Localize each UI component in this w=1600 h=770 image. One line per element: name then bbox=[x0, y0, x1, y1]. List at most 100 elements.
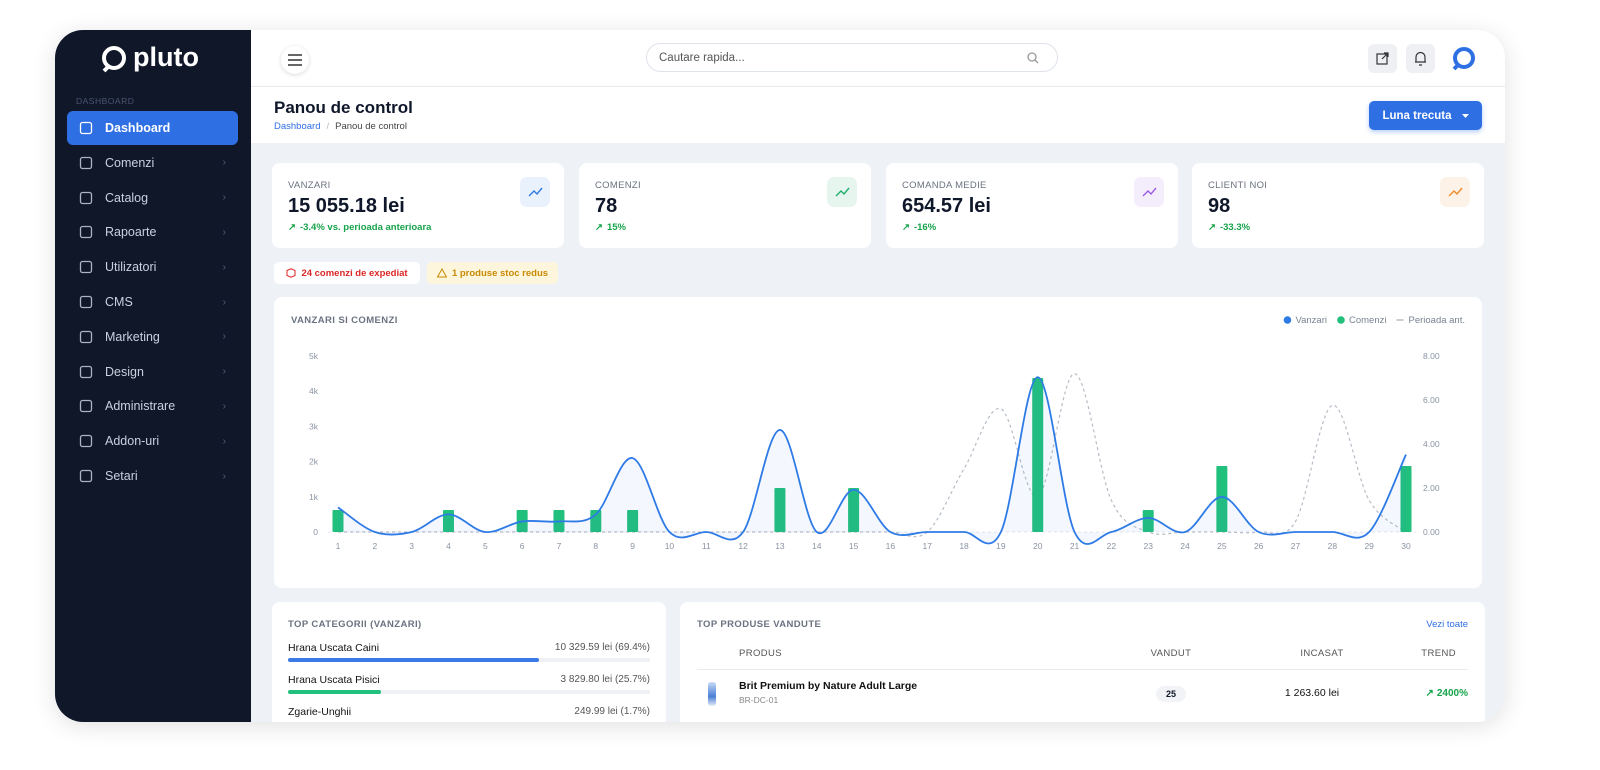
menu-toggle[interactable] bbox=[281, 46, 309, 74]
menu-icon bbox=[79, 156, 93, 169]
bar bbox=[1216, 466, 1228, 532]
kpi-card: COMENZI 78 ↗ 15% bbox=[579, 163, 871, 248]
logo: pluto bbox=[99, 42, 199, 73]
menu-icon bbox=[79, 121, 93, 135]
menu-icon bbox=[79, 191, 93, 204]
kpi-card: VANZARI 15 055.18 lei ↗ -3.4% vs. perioada … bbox=[272, 163, 564, 248]
menu-item[interactable]: Rapoarte › bbox=[67, 215, 238, 249]
line bbox=[338, 372, 1407, 538]
kpi-card: COMANDA MEDIE 654.57 lei ↗ -16% bbox=[886, 163, 1178, 248]
kpi-icon bbox=[520, 177, 550, 207]
kpi-label: VANZARI bbox=[288, 180, 331, 191]
menu-item[interactable]: Addon-uri › bbox=[67, 424, 238, 458]
card-title: TOP CATEGORII (VANZARI) bbox=[288, 619, 422, 630]
menu-icon bbox=[79, 400, 93, 413]
menu-item[interactable]: Catalog › bbox=[67, 181, 238, 215]
menu-label: CMS bbox=[105, 295, 133, 309]
x-tick-label: 5 bbox=[483, 541, 488, 551]
chevron: › bbox=[222, 366, 226, 378]
menu-item[interactable]: Marketing › bbox=[67, 320, 238, 354]
kpi-change-text: 15% bbox=[606, 222, 626, 233]
column-header: INCASAT bbox=[1300, 648, 1344, 659]
product-trend: ↗ 2400% bbox=[1425, 688, 1468, 699]
breadcrumb: Dashboard / Panou de control bbox=[274, 121, 407, 132]
bar bbox=[332, 510, 344, 532]
alert-badge[interactable]: 1 produse stoc redus bbox=[427, 262, 558, 284]
kpi-change-text: -33.3% bbox=[1219, 222, 1251, 233]
column-header: TREND bbox=[1421, 648, 1456, 659]
kpi-change: ↗ -3.4% vs. perioada anterioara bbox=[288, 222, 432, 233]
menu-label: Comenzi bbox=[105, 155, 155, 170]
category-name: Hrana Uscata Caini bbox=[288, 642, 380, 654]
menu-item[interactable]: Design › bbox=[67, 355, 238, 389]
y2-tick-label: 8.00 bbox=[1423, 351, 1440, 361]
x-tick-label: 23 bbox=[1143, 541, 1153, 551]
alert-icon bbox=[286, 268, 296, 278]
menu-label: Dashboard bbox=[105, 121, 171, 135]
category-track bbox=[288, 690, 650, 694]
menu-icon bbox=[79, 295, 93, 309]
kpi-glyph bbox=[1448, 187, 1463, 197]
avatar-logo[interactable] bbox=[1449, 43, 1479, 73]
alert-badge[interactable]: 24 comenzi de expediat bbox=[274, 262, 420, 284]
x-tick-label: 2 bbox=[372, 541, 377, 551]
menu-label: Administrare bbox=[105, 399, 176, 414]
alert-text: 24 comenzi de expediat bbox=[301, 267, 408, 279]
x-tick-label: 27 bbox=[1291, 541, 1301, 551]
app-window: pluto DASHBOARD Dashboard Comenzi › Catalog… bbox=[55, 30, 1505, 722]
sidebar: pluto DASHBOARD Dashboard Comenzi › Catalog… bbox=[55, 30, 251, 722]
kpi-value: 654.57 lei bbox=[902, 195, 991, 217]
menu-item[interactable]: CMS › bbox=[67, 285, 238, 319]
y2-tick-label: 4.00 bbox=[1423, 439, 1440, 449]
x-tick-label: 13 bbox=[775, 541, 785, 551]
product-sku: BR-DC-01 bbox=[739, 695, 779, 705]
search-placeholder: Cautare rapida... bbox=[659, 51, 745, 64]
kpi-card: CLIENTI NOI 98 ↗ -33.3% bbox=[1192, 163, 1484, 248]
x-tick-label: 25 bbox=[1217, 541, 1227, 551]
x-tick-label: 19 bbox=[996, 541, 1006, 551]
bar bbox=[1142, 510, 1154, 532]
chart-title: VANZARI SI COMENZI bbox=[291, 315, 398, 326]
breadcrumb-link[interactable]: Dashboard bbox=[274, 121, 321, 132]
x-tick-label: 30 bbox=[1401, 541, 1411, 551]
category-bar bbox=[288, 658, 540, 662]
x-tick-label: 8 bbox=[593, 541, 598, 551]
menu-item[interactable]: Setari › bbox=[67, 459, 238, 493]
x-tick-label: 26 bbox=[1254, 541, 1264, 551]
chevron: › bbox=[222, 296, 226, 308]
x-tick-label: 7 bbox=[557, 541, 562, 551]
search-box[interactable]: Cautare rapida... bbox=[646, 43, 1058, 72]
kpi-change-text: -3.4% vs. perioada anterioara bbox=[299, 222, 432, 233]
category-name: Hrana Uscata Pisici bbox=[288, 674, 380, 686]
menu-item[interactable]: Dashboard bbox=[67, 111, 238, 145]
menu-item[interactable]: Administrare › bbox=[67, 389, 238, 423]
period-button[interactable]: Luna trecuta bbox=[1369, 101, 1482, 130]
x-tick-label: 10 bbox=[665, 541, 675, 551]
y2-tick-label: 2.00 bbox=[1423, 483, 1440, 493]
chevron: › bbox=[222, 261, 226, 273]
x-tick-label: 12 bbox=[738, 541, 748, 551]
breadcrumb-current: Panou de control bbox=[335, 121, 407, 132]
top-products-card: TOP PRODUSE VANDUTE Vezi toate PRODUS VAN… bbox=[680, 602, 1485, 722]
bar bbox=[627, 510, 639, 532]
card-title: TOP PRODUSE VANDUTE bbox=[697, 619, 822, 630]
menu-icon bbox=[79, 435, 93, 448]
external-link-button[interactable] bbox=[1368, 44, 1397, 73]
menu-item[interactable]: Comenzi › bbox=[67, 146, 238, 180]
chevron: › bbox=[222, 157, 226, 169]
x-tick-label: 11 bbox=[702, 541, 711, 551]
see-all-link[interactable]: Vezi toate bbox=[1426, 619, 1468, 630]
notifications-button[interactable] bbox=[1406, 44, 1435, 73]
column-header: VANDUT bbox=[1150, 648, 1192, 659]
menu-icon bbox=[79, 226, 93, 239]
menu-label: Rapoarte bbox=[105, 225, 157, 240]
y2-tick-label: 0.00 bbox=[1423, 527, 1440, 537]
kpi-label: COMANDA MEDIE bbox=[902, 180, 987, 191]
kpi-icon bbox=[1440, 177, 1470, 207]
table-divider bbox=[697, 669, 1468, 670]
menu-item[interactable]: Utilizatori › bbox=[67, 250, 238, 284]
y-tick-label: 1k bbox=[309, 492, 319, 502]
legend-swatch bbox=[1337, 316, 1345, 324]
chart-card: VANZARI SI COMENZI 0 1k 2k 3k 4k 5k 0.00 2.00 4.0… bbox=[274, 297, 1482, 588]
kpi-glyph bbox=[835, 187, 850, 197]
